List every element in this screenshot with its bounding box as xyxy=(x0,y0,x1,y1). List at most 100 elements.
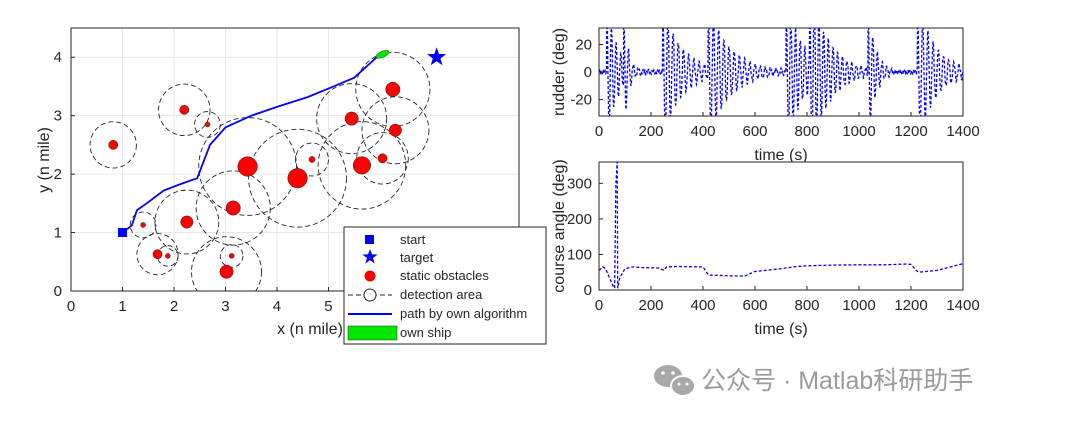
trajectory-x-tick-label: 1 xyxy=(118,298,126,315)
trajectory-x-tick-label: 2 xyxy=(170,298,178,315)
watermark: 公众号 · Matlab科研助手 xyxy=(654,365,973,397)
trajectory-y-tick-label: 1 xyxy=(54,225,62,242)
own-ship xyxy=(375,49,390,59)
detection-area xyxy=(129,211,157,239)
rudder-x-tick-label: 0 xyxy=(595,123,603,140)
static-obstacle xyxy=(228,253,235,259)
course-x-tick-label: 1000 xyxy=(842,297,875,314)
detection-area xyxy=(295,142,329,177)
trajectory-legend: start target static obstacles detection … xyxy=(343,226,547,345)
static-obstacle xyxy=(388,123,402,137)
detection-area xyxy=(158,83,211,137)
course-x-tick-label: 0 xyxy=(595,297,603,314)
rudder-x-tick-label: 1000 xyxy=(842,123,875,140)
rudder-x-tick-label: 1400 xyxy=(946,123,979,140)
trajectory-x-tick-label: 3 xyxy=(221,298,229,315)
detection-area xyxy=(317,121,407,210)
static-obstacle xyxy=(308,156,316,163)
legend-start-marker xyxy=(365,235,374,244)
trajectory-x-label: x (n mile) xyxy=(277,321,343,338)
trajectory-y-tick-label: 2 xyxy=(54,166,62,183)
legend-ship-label: own ship xyxy=(400,325,451,340)
static-obstacle xyxy=(152,249,163,260)
wechat-icon xyxy=(654,365,696,397)
watermark-text: 公众号 · Matlab科研助手 xyxy=(701,367,973,395)
legend-start-label: start xyxy=(400,232,426,247)
trajectory-y-tick-label: 3 xyxy=(54,108,62,125)
rudder-x-tick-label: 800 xyxy=(794,123,819,140)
trajectory-y-tick-label: 0 xyxy=(54,283,62,300)
detection-area xyxy=(361,96,430,165)
trajectory-x-tick-label: 0 xyxy=(67,298,75,315)
start-marker xyxy=(117,228,127,238)
detection-area xyxy=(195,170,271,246)
trajectory-axes-box xyxy=(70,27,520,292)
detection-area xyxy=(316,83,388,155)
static-obstacle xyxy=(165,253,171,259)
legend-target-label: target xyxy=(400,250,434,265)
trajectory-content xyxy=(89,47,447,291)
trajectory-ticks: 0 1 2 3 4 5 0 1 2 3 4 xyxy=(54,49,333,315)
detection-area xyxy=(198,117,297,216)
rudder-content xyxy=(599,28,963,116)
course-x-label: time (s) xyxy=(754,321,807,338)
trajectory-x-tick-label: 5 xyxy=(324,298,332,315)
course-x-tick-label: 1200 xyxy=(894,297,927,314)
course-x-tick-label: 200 xyxy=(638,297,663,314)
course-y-tick-label: 0 xyxy=(584,282,592,299)
course-x-tick-label: 600 xyxy=(742,297,767,314)
legend-detection-label: detection area xyxy=(400,287,483,302)
rudder-x-tick-label: 1200 xyxy=(894,123,927,140)
static-obstacle xyxy=(352,156,371,175)
legend-obstacle-label: static obstacles xyxy=(400,268,489,283)
legend-box xyxy=(343,226,547,345)
legend-obstacle-marker xyxy=(364,270,376,282)
detection-area xyxy=(191,236,262,291)
rudder-y-tick-label: -20 xyxy=(570,92,592,109)
legend-path-label: path by own algorithm xyxy=(400,306,527,321)
rudder-y-tick-label: 0 xyxy=(584,64,592,81)
detection-area xyxy=(194,111,221,138)
course-ticks: 0 200 400 600 800 1000 1200 1400 0 100 200 300 xyxy=(567,175,980,314)
static-obstacle xyxy=(377,153,388,164)
course-axes-background xyxy=(599,162,963,290)
course-y-tick-label: 100 xyxy=(567,246,592,263)
rudder-x-tick-label: 200 xyxy=(638,123,663,140)
static-obstacle xyxy=(237,156,258,177)
course-plot: 0 200 400 600 800 1000 1200 1400 0 100 200 300 time… xyxy=(551,159,980,338)
static-obstacle xyxy=(344,111,359,126)
detection-area xyxy=(89,121,137,169)
trajectory-x-tick-label: 4 xyxy=(273,298,281,315)
course-y-tick-label: 200 xyxy=(567,211,592,228)
rudder-x-tick-label: 400 xyxy=(690,123,715,140)
static-obstacle xyxy=(140,222,146,228)
trajectory-y-label: y (n mile) xyxy=(36,127,53,193)
own-path xyxy=(121,53,381,234)
rudder-y-label: rudder (deg) xyxy=(551,28,568,116)
legend-detection-marker xyxy=(363,288,377,302)
course-axes-box xyxy=(598,161,964,291)
target-marker xyxy=(427,47,447,66)
rudder-y-tick-label: 20 xyxy=(575,37,592,54)
course-x-tick-label: 400 xyxy=(690,297,715,314)
course-x-tick-label: 1400 xyxy=(946,297,979,314)
static-obstacle xyxy=(180,215,194,229)
course-y-tick-label: 300 xyxy=(567,175,592,192)
static-obstacle xyxy=(204,121,211,128)
legend-ship-swatch xyxy=(347,325,398,341)
rudder-x-label: time (s) xyxy=(754,147,807,164)
course-y-label: course angle (deg) xyxy=(551,159,568,292)
static-obstacle xyxy=(219,264,234,279)
detection-area xyxy=(154,189,220,255)
static-obstacle xyxy=(287,168,308,189)
rudder-series xyxy=(599,28,963,116)
rudder-x-tick-label: 600 xyxy=(742,123,767,140)
static-obstacle xyxy=(225,200,241,216)
static-obstacle xyxy=(385,81,401,97)
course-x-tick-label: 800 xyxy=(794,297,819,314)
trajectory-plot: 0 1 2 3 4 5 0 1 2 3 4 x (n mile) y (n mile) start … xyxy=(36,27,547,345)
static-obstacle xyxy=(108,140,119,150)
